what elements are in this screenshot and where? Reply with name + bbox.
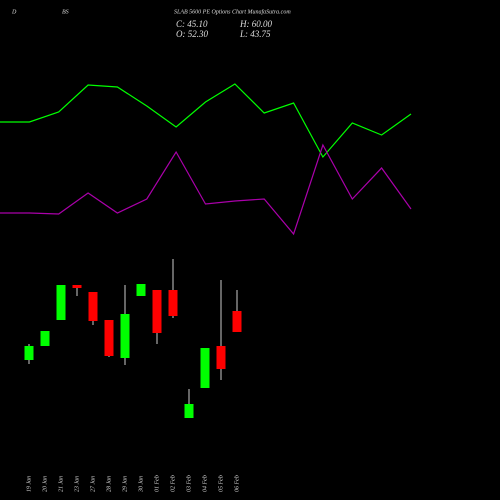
- close-label: C: 45.10: [176, 19, 208, 29]
- chart-title: SLAB 5600 PE Options Chart MunafaSutra.c…: [174, 8, 291, 15]
- candle-body: [168, 290, 178, 316]
- header-left: D: [11, 9, 17, 15]
- x-tick-label: 27 Jan: [90, 476, 96, 492]
- candle-body: [120, 314, 130, 358]
- x-tick-label: 01 Feb: [154, 475, 160, 492]
- candle-body: [216, 346, 226, 369]
- candle-body: [24, 346, 34, 360]
- x-tick-label: 04 Feb: [201, 475, 208, 492]
- open-label: O: 52.30: [176, 29, 208, 39]
- candle-body: [88, 292, 98, 321]
- candle-body: [200, 348, 210, 388]
- candle-body: [56, 285, 66, 320]
- candle-body: [136, 284, 146, 296]
- candle-body: [152, 290, 162, 333]
- indicator-line: [0, 83, 412, 159]
- indicator-line: [0, 143, 412, 236]
- x-tick-label: 29 Jan: [122, 476, 128, 492]
- x-tick-label: 19 Jan: [26, 476, 32, 492]
- x-tick-label: 23 Jan: [74, 476, 80, 492]
- x-tick-label: 20 Jan: [42, 476, 48, 492]
- x-tick-label: 06 Feb: [234, 475, 240, 492]
- x-tick-label: 21 Jan: [58, 476, 64, 492]
- candle-body: [232, 311, 242, 332]
- x-tick-label: 02 Feb: [170, 475, 176, 492]
- x-tick-label: 05 Feb: [218, 475, 224, 492]
- candle-body: [184, 404, 194, 418]
- x-tick-label: 03 Feb: [186, 475, 192, 492]
- candle-body: [40, 331, 50, 346]
- candle-body: [104, 320, 114, 356]
- candle-body: [72, 285, 82, 288]
- high-label: H: 60.00: [239, 19, 272, 29]
- low-label: L: 43.75: [239, 29, 271, 39]
- x-tick-label: 28 Jan: [106, 476, 112, 492]
- header-mid: BS: [62, 9, 69, 15]
- x-tick-label: 30 Jan: [138, 476, 144, 493]
